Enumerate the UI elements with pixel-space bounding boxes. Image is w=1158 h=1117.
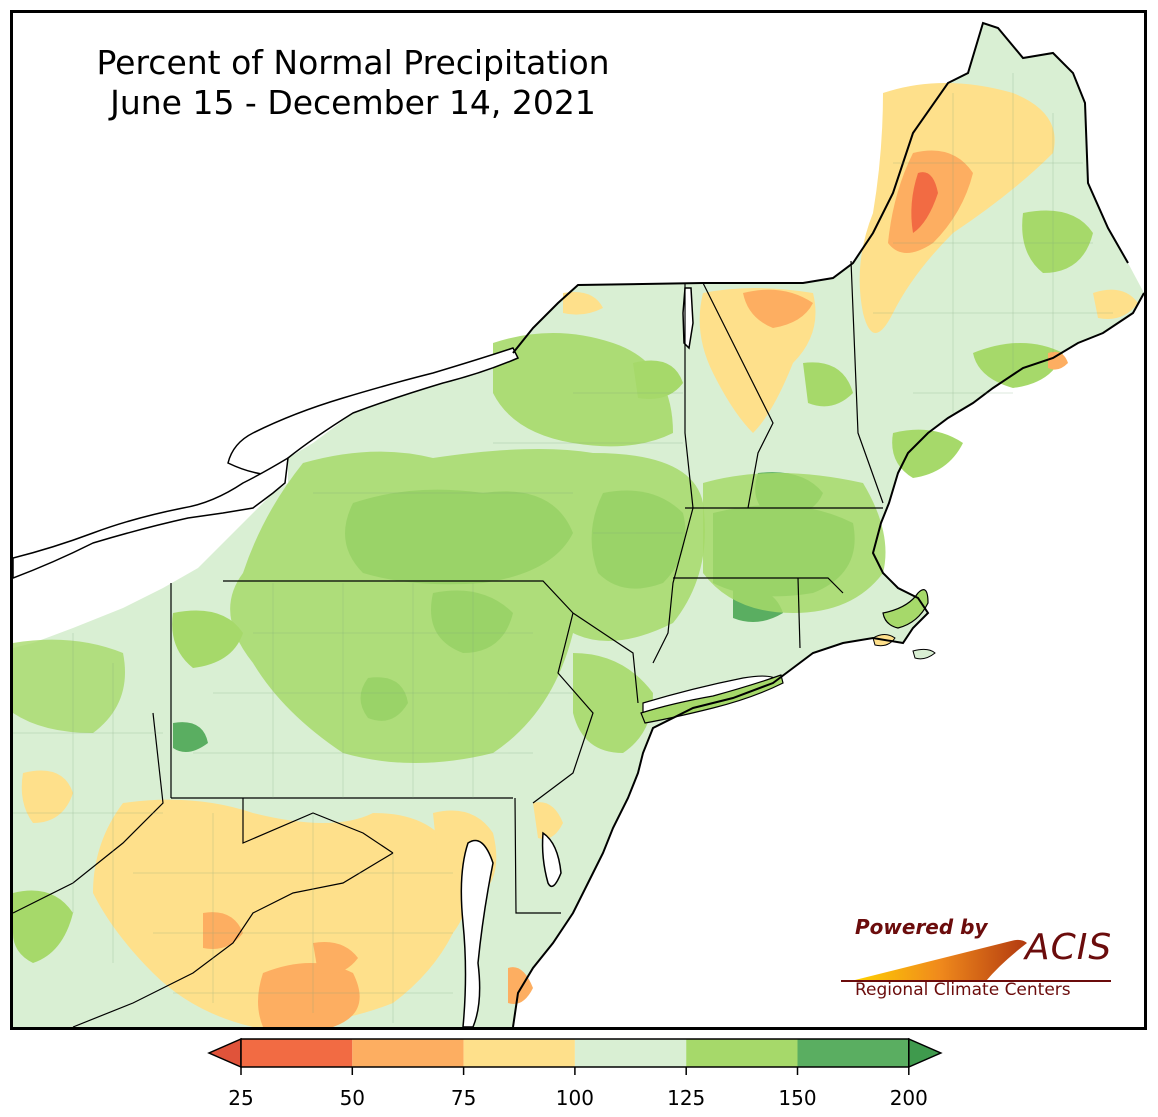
acis-swoosh-icon: [841, 939, 1111, 982]
state-borders: [13, 260, 884, 1027]
legend-tick-label: 200: [889, 1086, 928, 1110]
wv-va-border: [13, 712, 164, 914]
map-frame: Percent of Normal Precipitation June 15 …: [10, 10, 1147, 1030]
legend-tick-label: 25: [228, 1086, 254, 1110]
cape-cod: [882, 589, 929, 629]
nh-me-border: [850, 260, 884, 504]
nantucket: [912, 648, 936, 660]
ny-nj-border: [572, 612, 639, 704]
legend-tick-label: 75: [450, 1086, 477, 1110]
lake-erie: [13, 456, 289, 579]
lake-ontario: [227, 347, 520, 476]
legend-swatch-0: [241, 1039, 353, 1067]
wv-va-east: [72, 852, 394, 1027]
ct-ri-border: [797, 577, 801, 649]
ma-south-border: [673, 577, 844, 594]
ny-pa-border: [223, 580, 574, 614]
logo-acis-name: ACIS: [1025, 927, 1113, 968]
legend-swatch-5: [797, 1039, 909, 1067]
map-title-line-2: June 15 - December 14, 2021: [110, 83, 596, 122]
vt-nh-border: [702, 282, 774, 509]
color-legend: 25 50 75 100 125 150 200: [0, 1030, 1158, 1117]
long-island: [640, 674, 784, 724]
legend-tick-label: 125: [667, 1086, 706, 1110]
de-md-border: [514, 797, 561, 914]
nj-pa-border: [532, 612, 594, 804]
legend-over-arrow: [908, 1037, 943, 1069]
legend-under-arrow: [207, 1037, 242, 1069]
legend-swatch-2: [463, 1039, 575, 1067]
ny-vt-ma-ct-border: [652, 283, 694, 664]
legend-tick-label: 100: [555, 1086, 594, 1110]
logo-subtitle: Regional Climate Centers: [855, 980, 1071, 1000]
legend-swatch-4: [686, 1039, 798, 1067]
precipitation-map[interactable]: [13, 13, 1144, 1027]
legend-swatch-3: [574, 1039, 687, 1067]
water-bodies: [13, 287, 779, 1027]
acis-logo: Powered by ACIS Regional Climate Centers: [841, 913, 1131, 1013]
legend-tick-label: 150: [778, 1086, 817, 1110]
legend-swatch-1: [352, 1039, 464, 1067]
chesapeake-bay: [460, 839, 494, 1027]
map-title-line-1: Percent of Normal Precipitation: [96, 43, 610, 82]
precip-patches: [13, 83, 1138, 1027]
delaware-bay: [541, 831, 562, 888]
county-lines: [13, 73, 1113, 1023]
legend-tick-label: 50: [339, 1086, 366, 1110]
coastline: [512, 21, 1144, 1027]
logo-powered-by: Powered by: [855, 915, 988, 939]
legend-bar: [207, 1037, 943, 1075]
